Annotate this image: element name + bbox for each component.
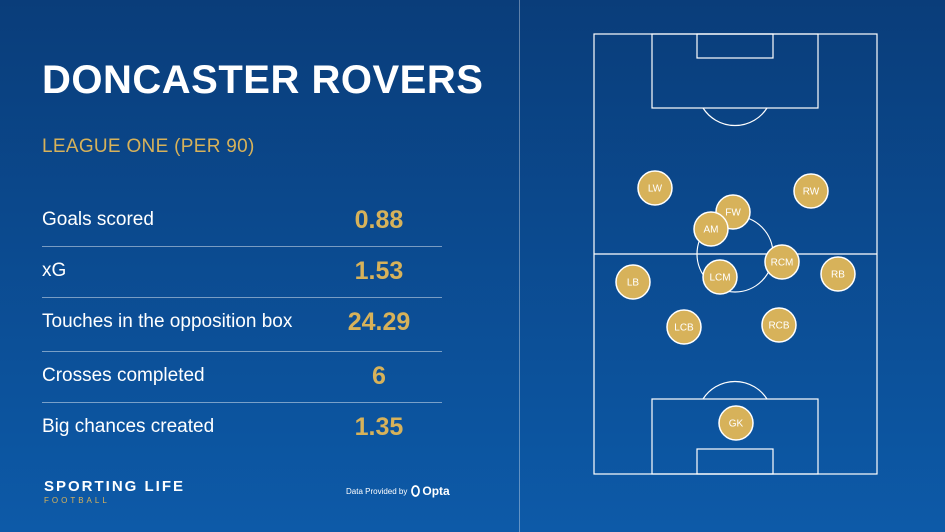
provider-name: Opta (422, 484, 450, 498)
player-marker-am (693, 211, 729, 247)
stat-value: 24.29 (347, 308, 411, 336)
position-label-lw: LW (648, 184, 663, 195)
team-title: DONCASTER ROVERS (42, 58, 484, 102)
player-marker-rcm (764, 244, 800, 280)
stat-row: Goals scored 0.88 (42, 196, 442, 247)
position-label-am: AM (704, 225, 719, 236)
position-label-gk: GK (729, 419, 744, 430)
stat-row: xG 1.53 (42, 247, 442, 298)
top-six-yard-box (696, 33, 774, 59)
bottom-six-yard-box (696, 448, 774, 475)
top-penalty-box (651, 33, 819, 109)
position-label-rcb: RCB (768, 321, 789, 332)
brand-subtitle: FOOTBALL (44, 496, 110, 505)
player-marker-lcb (666, 309, 702, 345)
player-marker-rcb (761, 307, 797, 343)
stat-row: Crosses completed 6 (42, 352, 442, 403)
player-marker-lcm (702, 259, 738, 295)
opta-mark-icon (411, 485, 421, 497)
stat-value: 6 (372, 362, 386, 390)
stat-label: Big chances created (42, 416, 215, 437)
stat-value: 1.53 (354, 257, 404, 285)
player-marker-rw (793, 173, 829, 209)
position-label-lb: LB (627, 278, 640, 289)
stat-row: Touches in the opposition box 24.29 (42, 298, 442, 352)
position-label-rb: RB (831, 270, 845, 281)
stat-label: xG (42, 260, 67, 281)
position-label-rw: RW (803, 187, 820, 198)
data-credit: Data Provided by Opta (346, 484, 450, 498)
brand-name: SPORTING LIFE (44, 478, 186, 495)
player-marker-lb (615, 264, 651, 300)
stats-table: Goals scored 0.88 xG 1.53 Touches in the… (42, 196, 442, 453)
bottom-penalty-arc (702, 380, 768, 400)
stat-row: Big chances created 1.35 (42, 403, 442, 453)
stat-value: 1.35 (354, 413, 404, 441)
sporting-life-logo: SPORTING LIFE FOOTBALL (44, 478, 185, 505)
stat-label: Goals scored (42, 209, 154, 230)
competition-subtitle: LEAGUE ONE (PER 90) (42, 136, 255, 157)
stat-label: Crosses completed (42, 365, 205, 386)
stat-value: 0.88 (354, 206, 404, 234)
player-markers: LW RW FW AM RCM LCM LB RB LCB RCB GK (615, 170, 856, 441)
player-marker-gk (718, 405, 754, 441)
position-label-lcm: LCM (709, 273, 730, 284)
position-label-rcm: RCM (771, 258, 794, 269)
credit-text: Data Provided by (346, 486, 408, 496)
top-penalty-arc (702, 107, 768, 127)
player-marker-lw (637, 170, 673, 206)
position-label-fw: FW (725, 208, 741, 219)
opta-logo: Opta (411, 484, 450, 498)
player-marker-rb (820, 256, 856, 292)
panel-divider (519, 0, 520, 532)
stat-label: Touches in the opposition box (42, 311, 293, 332)
position-label-lcb: LCB (674, 323, 694, 334)
